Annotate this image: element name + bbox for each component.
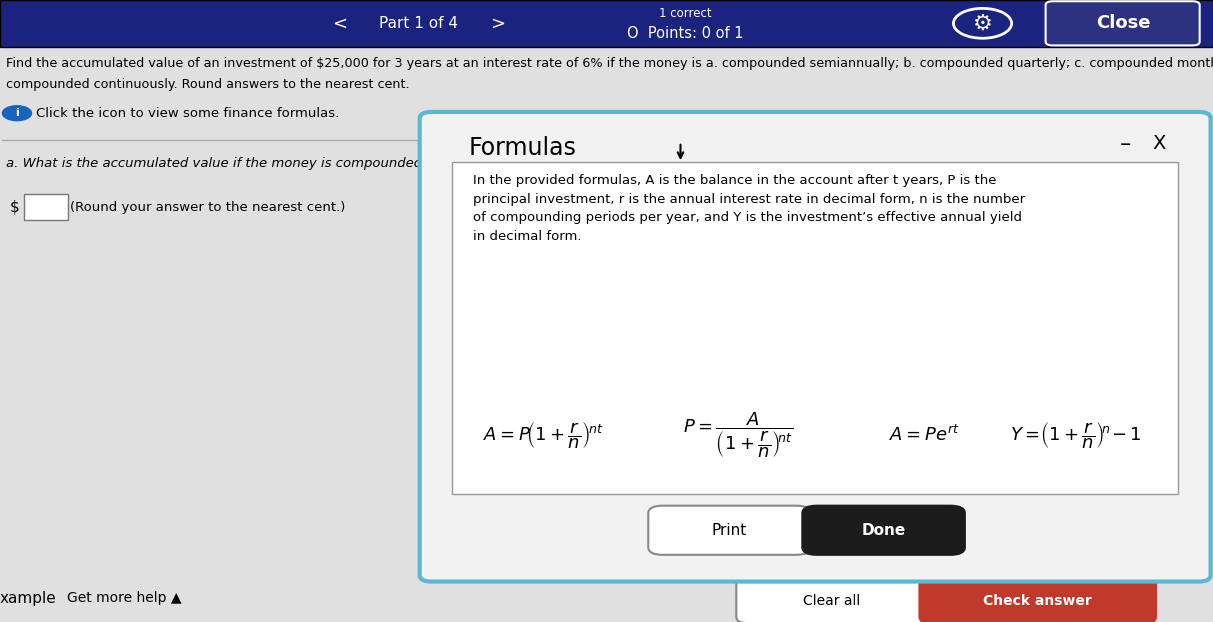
Text: –: – (1120, 134, 1131, 154)
Text: compounded continuously. Round answers to the nearest cent.: compounded continuously. Round answers t… (6, 78, 410, 91)
Text: >: > (490, 14, 505, 32)
FancyBboxPatch shape (452, 162, 1178, 494)
Text: Check answer: Check answer (983, 594, 1092, 608)
FancyBboxPatch shape (420, 112, 1211, 582)
Text: Done: Done (861, 523, 906, 538)
Text: O  Points: 0 of 1: O Points: 0 of 1 (627, 26, 744, 41)
Text: Part 1 of 4: Part 1 of 4 (378, 16, 459, 31)
FancyBboxPatch shape (736, 578, 928, 622)
Text: Clear all: Clear all (803, 594, 861, 608)
Text: 1 correct: 1 correct (659, 7, 712, 21)
Text: X: X (1152, 134, 1166, 153)
Text: (Round your answer to the nearest cent.): (Round your answer to the nearest cent.) (70, 201, 346, 213)
Text: $: $ (10, 200, 19, 215)
Text: Click the icon to view some finance formulas.: Click the icon to view some finance form… (36, 107, 340, 119)
Text: $Y=\!\left(1+\dfrac{r}{n}\right)^{\!n}\!-1$: $Y=\!\left(1+\dfrac{r}{n}\right)^{\!n}\!… (1010, 420, 1141, 451)
Text: M: M (1202, 399, 1211, 409)
Text: Get more help ▲: Get more help ▲ (67, 592, 181, 605)
FancyBboxPatch shape (24, 194, 68, 220)
Text: In the provided formulas, A is the balance in the account after t years, P is th: In the provided formulas, A is the balan… (473, 174, 1025, 243)
Text: xample: xample (0, 591, 57, 606)
FancyBboxPatch shape (648, 506, 810, 555)
Text: $A=Pe^{rt}$: $A=Pe^{rt}$ (889, 425, 959, 445)
FancyBboxPatch shape (1046, 1, 1200, 45)
Text: $P=\dfrac{A}{\left(1+\dfrac{r}{n}\right)^{\!nt}}$: $P=\dfrac{A}{\left(1+\dfrac{r}{n}\right)… (683, 411, 793, 460)
Text: ⚙: ⚙ (973, 13, 992, 34)
Text: Close: Close (1097, 14, 1150, 32)
Text: Find the accumulated value of an investment of $25,000 for 3 years at an interes: Find the accumulated value of an investm… (6, 57, 1213, 70)
Text: i: i (15, 108, 19, 118)
Text: N: N (1203, 275, 1211, 285)
Text: $A=P\!\left(1+\dfrac{r}{n}\right)^{\!nt}$: $A=P\!\left(1+\dfrac{r}{n}\right)^{\!nt}… (483, 420, 603, 451)
Text: Print: Print (712, 523, 747, 538)
FancyBboxPatch shape (919, 578, 1156, 622)
Text: a. What is the accumulated value if the money is compounded semiannually?: a. What is the accumulated value if the … (6, 157, 522, 170)
Text: <: < (332, 14, 347, 32)
Circle shape (2, 106, 32, 121)
FancyBboxPatch shape (802, 506, 964, 555)
FancyBboxPatch shape (0, 0, 1213, 47)
Text: Formulas: Formulas (468, 136, 576, 160)
